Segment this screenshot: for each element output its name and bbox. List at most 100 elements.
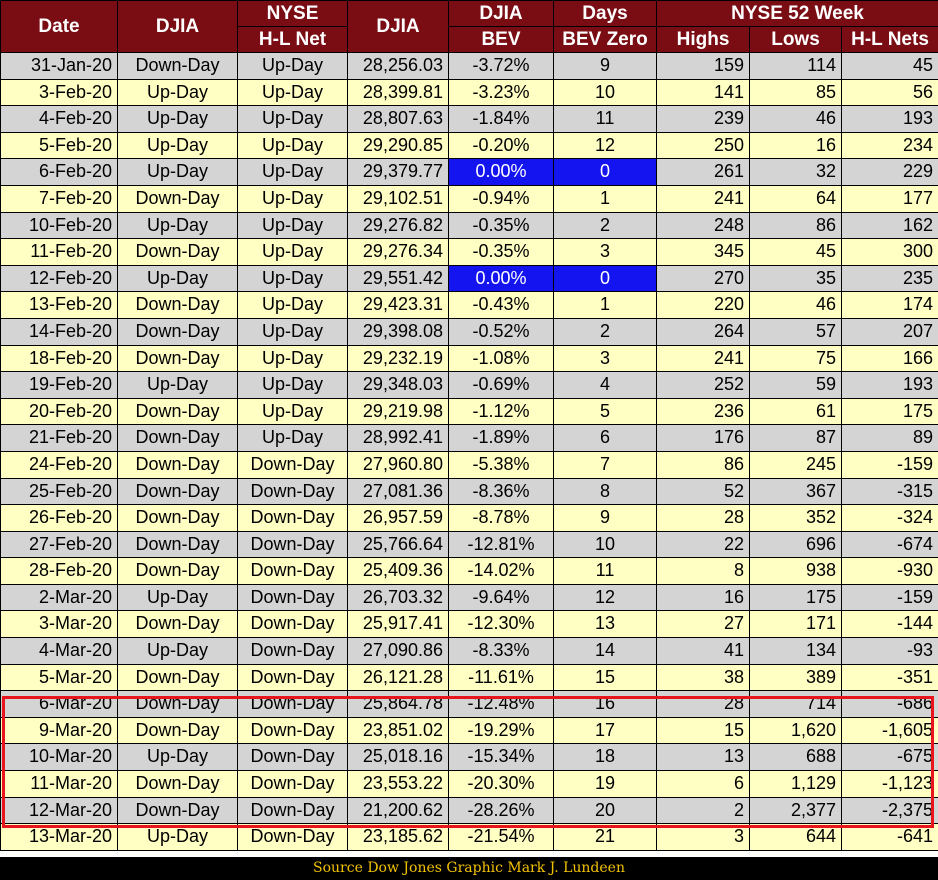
cell-nyse-hl-net: Down-Day [237,583,348,612]
cell-nyse-hl-net: Up-Day [237,344,348,373]
cell-nyse-hl-net: Down-Day [237,557,348,585]
cell-lows: 175 [749,583,842,612]
cell-hl-nets: -1,123 [840,770,938,798]
cell-hl-nets: 177 [840,184,938,213]
header-nets: H-L Nets [840,26,938,53]
cell-lows: 1,620 [749,716,842,745]
cell-nyse-hl-net: Up-Day [237,78,348,107]
cell-date: 4-Feb-20 [0,105,118,133]
cell-hl-nets: -2,375 [840,796,938,825]
cell-hl-nets: 207 [840,317,938,346]
cell-days-bev-zero: 15 [553,663,657,692]
cell-days-bev-zero: 9 [553,504,657,532]
cell-highs: 16 [656,583,750,612]
header-highs: Highs [656,26,750,53]
table-row: 6-Mar-20 Down-Day Down-Day 25,864.78 -12.48%… [0,690,938,718]
cell-lows: 32 [749,158,842,186]
header-nyse-52-week: NYSE 52 Week [655,0,938,27]
cell-djia-direction: Down-Day [117,530,238,559]
cell-djia: 27,090.86 [347,637,449,665]
cell-bev: -0.35% [448,211,554,240]
cell-bev: -14.02% [448,557,554,585]
cell-date: 10-Feb-20 [0,211,118,240]
cell-days-bev-zero: 6 [553,424,657,452]
cell-djia-direction: Up-Day [117,78,238,107]
cell-djia-direction: Down-Day [117,770,238,798]
cell-djia: 26,703.32 [347,583,449,612]
cell-nyse-hl-net: Down-Day [237,663,348,692]
cell-bev: -0.94% [448,184,554,213]
cell-bev: -0.20% [448,131,554,160]
cell-date: 11-Mar-20 [0,770,118,798]
cell-djia-direction: Down-Day [117,477,238,506]
cell-date: 13-Feb-20 [0,291,118,319]
cell-nyse-hl-net: Up-Day [237,211,348,240]
cell-date: 12-Feb-20 [0,264,118,293]
cell-lows: 688 [749,743,842,772]
cell-date: 20-Feb-20 [0,397,118,426]
cell-lows: 46 [749,105,842,133]
cell-djia-direction: Down-Day [117,184,238,213]
table-row: 13-Mar-20 Up-Day Down-Day 23,185.62 -21.54% 2… [0,823,938,851]
cell-hl-nets: 174 [840,291,938,319]
cell-djia: 23,851.02 [347,716,449,745]
cell-djia-direction: Down-Day [117,796,238,825]
cell-lows: 87 [749,424,842,452]
table-row: 5-Feb-20 Up-Day Up-Day 29,290.85 -0.20% 12 250… [0,131,938,160]
cell-nyse-hl-net: Down-Day [237,637,348,665]
cell-nyse-hl-net: Up-Day [237,371,348,399]
cell-djia-direction: Up-Day [117,637,238,665]
cell-djia: 29,379.77 [347,158,449,186]
table-row: 4-Feb-20 Up-Day Up-Day 28,807.63 -1.84% 11 239… [0,105,938,133]
cell-days-bev-zero: 4 [553,371,657,399]
cell-djia-direction: Up-Day [117,823,238,851]
table-row: 5-Mar-20 Down-Day Down-Day 26,121.28 -11.61%… [0,663,938,692]
cell-djia: 25,018.16 [347,743,449,772]
cell-djia: 27,081.36 [347,477,449,506]
cell-days-bev-zero: 17 [553,716,657,745]
cell-date: 3-Feb-20 [0,78,118,107]
cell-hl-nets: 166 [840,344,938,373]
table-row: 24-Feb-20 Down-Day Down-Day 27,960.80 -5.38%… [0,450,938,479]
cell-bev: -19.29% [448,716,554,745]
cell-djia-direction: Down-Day [117,450,238,479]
cell-hl-nets: 234 [840,131,938,160]
cell-days-bev-zero: 1 [553,184,657,213]
cell-djia: 28,399.81 [347,78,449,107]
header-bev-top: DJIA [448,0,554,27]
cell-djia-direction: Down-Day [117,716,238,745]
cell-djia: 26,957.59 [347,504,449,532]
cell-days-bev-zero: 9 [553,52,657,80]
cell-hl-nets: -159 [840,450,938,479]
cell-days-bev-zero: 0 [553,264,657,293]
cell-hl-nets: 56 [840,78,938,107]
cell-days-bev-zero: 16 [553,690,657,718]
cell-days-bev-zero: 18 [553,743,657,772]
cell-nyse-hl-net: Up-Day [237,184,348,213]
cell-djia-direction: Up-Day [117,105,238,133]
cell-nyse-hl-net: Down-Day [237,770,348,798]
cell-bev: -3.72% [448,52,554,80]
cell-days-bev-zero: 20 [553,796,657,825]
cell-bev: -15.34% [448,743,554,772]
cell-nyse-hl-net: Down-Day [237,690,348,718]
cell-bev: -1.89% [448,424,554,452]
cell-date: 28-Feb-20 [0,557,118,585]
cell-bev: -1.84% [448,105,554,133]
cell-days-bev-zero: 3 [553,238,657,266]
cell-highs: 239 [656,105,750,133]
cell-djia: 29,348.03 [347,371,449,399]
cell-highs: 3 [656,823,750,851]
cell-hl-nets: -1,605 [840,716,938,745]
cell-lows: 696 [749,530,842,559]
source-footer: Source Dow Jones Graphic Mark J. Lundeen [0,857,938,880]
table-row: 12-Feb-20 Up-Day Up-Day 29,551.42 0.00% 0 270 3… [0,264,938,293]
cell-highs: 236 [656,397,750,426]
cell-bev: -0.35% [448,238,554,266]
header-date: Date [0,0,118,53]
cell-djia-direction: Up-Day [117,743,238,772]
cell-highs: 241 [656,344,750,373]
cell-djia-direction: Up-Day [117,131,238,160]
cell-days-bev-zero: 2 [553,211,657,240]
cell-highs: 252 [656,371,750,399]
